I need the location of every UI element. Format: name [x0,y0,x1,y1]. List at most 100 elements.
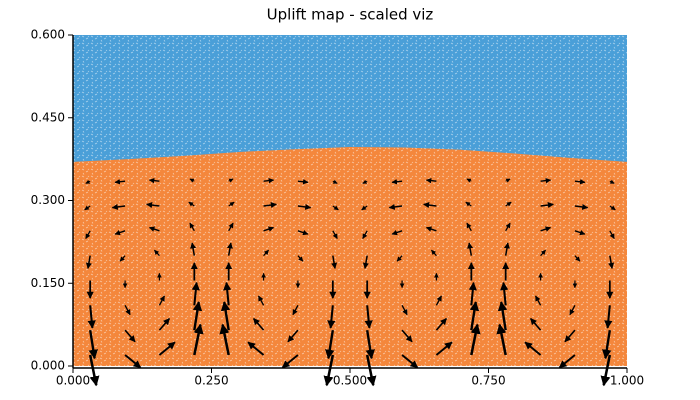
x-tick-label: 1.000 [610,374,644,388]
arrow [529,318,542,331]
arrow [327,305,336,329]
arrow [540,249,547,257]
arrow [468,281,477,306]
arrow [540,177,552,184]
arrow [505,222,511,232]
arrow [158,341,176,356]
arrow [84,205,91,211]
arrow [292,304,299,316]
arrow [146,202,160,209]
arrow [85,179,91,184]
arrow [604,305,613,329]
arrow [189,178,195,183]
arrow [470,323,481,356]
arrow [114,179,126,185]
arrow [609,179,615,184]
chart-title: Uplift map - scaled viz [267,6,434,24]
arrow [609,205,616,211]
arrow [435,318,448,331]
arrow [223,281,232,306]
arrow [608,255,615,269]
arrow [466,178,472,183]
arrow [190,242,197,256]
arrow [297,255,304,262]
arrow [148,226,160,232]
arrow [469,301,480,331]
arrow [332,230,338,240]
arrow [220,301,231,331]
arrow [252,318,265,331]
arrow [263,177,275,184]
arrow [124,329,136,343]
arrow [465,201,472,207]
arrow [600,354,612,387]
arrow [466,222,472,232]
arrow [158,295,166,306]
arrow [540,226,552,232]
arrow [467,242,474,256]
arrow [228,201,235,207]
arrow [609,230,615,240]
arrow [153,249,160,257]
y-tick-label: 0.450 [31,110,65,124]
arrow [189,222,195,232]
arrow [281,354,299,369]
arrow [423,202,437,209]
arrow [124,304,131,316]
arrow [257,295,265,306]
arrow [396,255,403,262]
arrow [425,226,437,232]
x-tick-label: 0.750 [471,374,505,388]
arrow [323,354,335,387]
arrow [228,178,234,183]
arrow [114,229,126,236]
arrow [88,329,98,360]
arrow [365,329,375,360]
arrow [505,178,511,183]
arrow [325,329,335,360]
y-tick-label: 0.300 [31,193,65,207]
arrow [391,229,403,236]
plot-area [73,35,627,387]
arrow [425,177,437,184]
arrow [87,305,96,329]
arrow [388,203,403,210]
arrow [85,255,92,269]
arrow [505,201,512,207]
arrow [219,323,230,356]
arrow [503,242,510,256]
arrow [540,202,554,209]
arrow [401,354,419,369]
arrow [524,341,542,356]
arrow [365,354,377,387]
arrow [297,203,312,210]
y-tick-label: 0.150 [31,276,65,290]
arrow [602,329,612,360]
x-tick-label: 0.250 [194,374,228,388]
arrow [558,354,576,369]
arrow [569,304,576,316]
arrow [574,203,589,210]
particle-texture [73,35,627,366]
arrow [500,281,509,306]
arrow [228,222,234,232]
arrow [158,318,171,331]
arrow [332,179,338,184]
arrow [263,226,275,232]
arrow [148,177,160,184]
arrow [226,242,233,256]
x-tick-label: 0.500 [333,374,367,388]
arrow [331,255,338,269]
arrow [534,295,542,306]
arrow [362,230,368,240]
arrow [332,205,339,211]
y-tick-label: 0.000 [31,359,65,373]
arrow [124,354,142,369]
arrow [119,255,126,262]
arrow [430,249,437,257]
arrow [88,354,100,387]
arrow [247,341,265,356]
arrow [574,229,586,236]
arrow [297,229,309,236]
